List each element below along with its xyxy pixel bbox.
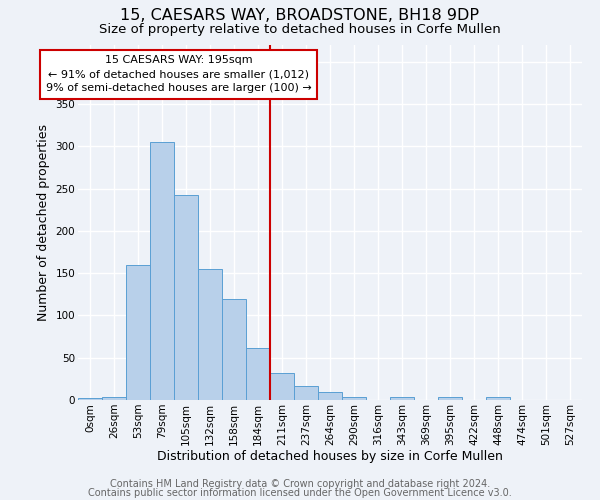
Text: 15, CAESARS WAY, BROADSTONE, BH18 9DP: 15, CAESARS WAY, BROADSTONE, BH18 9DP	[121, 8, 479, 22]
Bar	[78, 398, 102, 400]
Bar	[486, 396, 510, 400]
Bar	[150, 142, 174, 400]
Bar	[390, 398, 414, 400]
Bar	[246, 348, 270, 400]
Bar	[294, 386, 318, 400]
Bar	[318, 392, 342, 400]
Text: 15 CAESARS WAY: 195sqm
← 91% of detached houses are smaller (1,012)
9% of semi-d: 15 CAESARS WAY: 195sqm ← 91% of detached…	[46, 55, 311, 93]
Bar	[198, 269, 222, 400]
Bar	[222, 298, 246, 400]
Bar	[102, 396, 126, 400]
Text: Contains public sector information licensed under the Open Government Licence v3: Contains public sector information licen…	[88, 488, 512, 498]
Bar	[342, 398, 366, 400]
X-axis label: Distribution of detached houses by size in Corfe Mullen: Distribution of detached houses by size …	[157, 450, 503, 464]
Y-axis label: Number of detached properties: Number of detached properties	[37, 124, 50, 321]
Text: Contains HM Land Registry data © Crown copyright and database right 2024.: Contains HM Land Registry data © Crown c…	[110, 479, 490, 489]
Text: Size of property relative to detached houses in Corfe Mullen: Size of property relative to detached ho…	[99, 22, 501, 36]
Bar	[126, 265, 150, 400]
Bar	[174, 194, 198, 400]
Bar	[438, 396, 462, 400]
Bar	[270, 373, 294, 400]
